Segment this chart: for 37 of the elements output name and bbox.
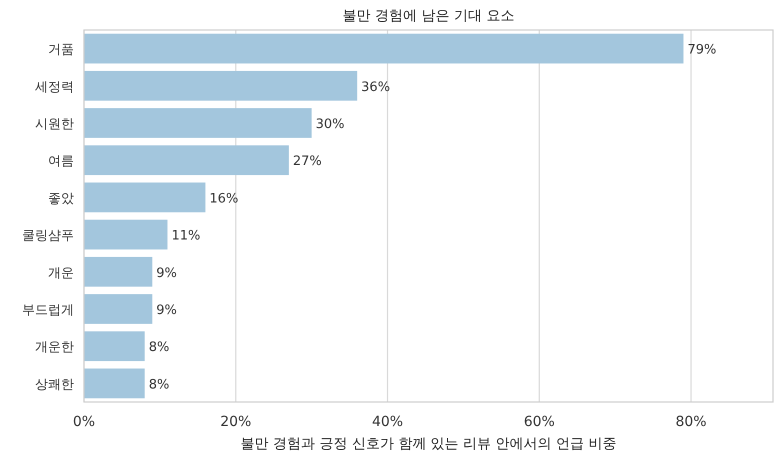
data-label: 79% — [687, 42, 716, 58]
data-label: 8% — [148, 340, 170, 356]
bar — [84, 108, 312, 138]
data-label: 9% — [156, 266, 177, 281]
y-tick-label: 여름 — [48, 154, 74, 170]
bar — [84, 34, 684, 64]
bar — [84, 182, 206, 212]
y-tick-label: 세정력 — [35, 80, 74, 95]
y-tick-label: 개운 — [48, 266, 74, 281]
y-tick-label: 시원한 — [35, 117, 74, 132]
data-label: 9% — [156, 303, 177, 318]
y-tick-label: 개운한 — [35, 340, 74, 356]
y-tick-label: 좋았 — [48, 191, 74, 206]
chart-title: 불만 경험에 남은 기대 요소 — [342, 8, 514, 24]
y-tick-label: 상쾌한 — [35, 377, 74, 392]
data-label: 16% — [209, 191, 238, 206]
data-label: 8% — [148, 377, 170, 392]
bar — [84, 70, 358, 101]
data-label: 30% — [316, 117, 345, 132]
data-label: 36% — [361, 80, 390, 95]
x-tick-label: 40% — [372, 414, 404, 430]
bar — [84, 368, 145, 398]
y-tick-label: 부드럽게 — [22, 303, 74, 318]
x-tick-label: 60% — [524, 414, 555, 430]
bar — [84, 256, 152, 287]
x-tick-label: 0% — [72, 414, 96, 430]
x-tick-label: 80% — [675, 414, 707, 430]
bar — [84, 220, 168, 250]
data-label: 11% — [171, 228, 200, 244]
bar — [84, 145, 289, 176]
y-tick-label: 거품 — [48, 42, 74, 58]
bar — [84, 331, 145, 362]
data-label: 27% — [292, 154, 322, 170]
y-tick-label: 쿨링샴푸 — [22, 228, 74, 244]
x-axis-title: 불만 경험과 긍정 신호가 함께 있는 리뷰 안에서의 언급 비중 — [240, 436, 617, 452]
x-tick-label: 20% — [220, 414, 252, 430]
bar — [84, 294, 152, 324]
